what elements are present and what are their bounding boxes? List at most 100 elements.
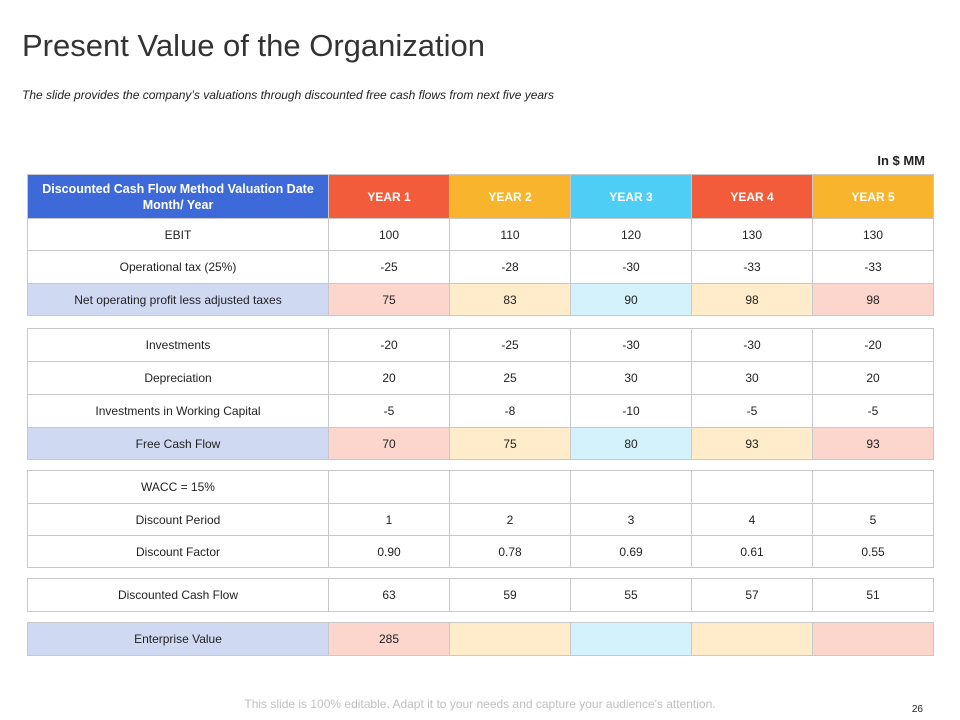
table-row-ebit: EBIT 100 110 120 130 130 xyxy=(27,218,934,251)
cell-year-5: -33 xyxy=(812,250,934,284)
table-row-working-capital: Investments in Working Capital -5 -8 -10… xyxy=(27,394,934,428)
cell-year-3 xyxy=(570,622,692,656)
cell-year-2: 110 xyxy=(449,218,571,251)
cell-year-5 xyxy=(812,470,934,504)
cell-year-3: 0.69 xyxy=(570,535,692,568)
cell-year-2: 75 xyxy=(449,427,571,460)
cell-year-5: -20 xyxy=(812,328,934,362)
cell-year-1: 0.90 xyxy=(328,535,450,568)
table-row-discount-period: Discount Period 1 2 3 4 5 xyxy=(27,503,934,536)
cell-year-4: -30 xyxy=(691,328,813,362)
cell-year-5: 20 xyxy=(812,361,934,395)
cell-year-3: 55 xyxy=(570,578,692,612)
header-year-3: YEAR 3 xyxy=(570,174,692,219)
row-label: Enterprise Value xyxy=(27,622,329,656)
cell-year-3: -30 xyxy=(570,250,692,284)
table-row-enterprise-value: Enterprise Value 285 xyxy=(27,622,934,656)
cell-year-3: -30 xyxy=(570,328,692,362)
cell-year-2: 2 xyxy=(449,503,571,536)
page-number: 26 xyxy=(911,704,923,715)
cell-year-2: 25 xyxy=(449,361,571,395)
row-label: Net operating profit less adjusted taxes xyxy=(27,283,329,316)
footer-note: This slide is 100% editable. Adapt it to… xyxy=(244,697,716,711)
row-label: Discount Factor xyxy=(27,535,329,568)
table-row-discounted-cash-flow: Discounted Cash Flow 63 59 55 57 51 xyxy=(27,578,934,612)
cell-year-2: 83 xyxy=(449,283,571,316)
header-label: Discounted Cash Flow Method Valuation Da… xyxy=(27,174,329,219)
cell-year-4: 93 xyxy=(691,427,813,460)
cell-year-1: 100 xyxy=(328,218,450,251)
cell-year-1 xyxy=(328,470,450,504)
slide-title: Present Value of the Organization xyxy=(22,28,485,63)
cell-year-2 xyxy=(449,622,571,656)
cell-year-4 xyxy=(691,470,813,504)
dcf-table-discount: WACC = 15% Discount Period 1 2 3 4 5 Dis… xyxy=(27,470,934,568)
dcf-table-enterprise-value: Enterprise Value 285 xyxy=(27,622,934,656)
cell-year-5: 51 xyxy=(812,578,934,612)
cell-year-4 xyxy=(691,622,813,656)
row-label: Investments in Working Capital xyxy=(27,394,329,428)
cell-year-4: 0.61 xyxy=(691,535,813,568)
cell-year-1: -5 xyxy=(328,394,450,428)
table-row-discount-factor: Discount Factor 0.90 0.78 0.69 0.61 0.55 xyxy=(27,535,934,568)
cell-year-2: -25 xyxy=(449,328,571,362)
cell-year-5 xyxy=(812,622,934,656)
cell-year-1: -25 xyxy=(328,250,450,284)
row-label: Depreciation xyxy=(27,361,329,395)
cell-year-5: 0.55 xyxy=(812,535,934,568)
cell-year-5: 5 xyxy=(812,503,934,536)
cell-year-5: -5 xyxy=(812,394,934,428)
cell-year-3: 90 xyxy=(570,283,692,316)
cell-year-5: 93 xyxy=(812,427,934,460)
cell-year-1: 75 xyxy=(328,283,450,316)
cell-year-4: 30 xyxy=(691,361,813,395)
header-year-5: YEAR 5 xyxy=(812,174,934,219)
cell-year-3: 120 xyxy=(570,218,692,251)
header-year-1: YEAR 1 xyxy=(328,174,450,219)
cell-year-1: -20 xyxy=(328,328,450,362)
cell-year-2 xyxy=(449,470,571,504)
table-row-depreciation: Depreciation 20 25 30 30 20 xyxy=(27,361,934,395)
header-year-4: YEAR 4 xyxy=(691,174,813,219)
row-label: Operational tax (25%) xyxy=(27,250,329,284)
table-row-nopat: Net operating profit less adjusted taxes… xyxy=(27,283,934,316)
unit-label: In $ MM xyxy=(877,153,925,168)
row-label: EBIT xyxy=(27,218,329,251)
cell-year-4: -5 xyxy=(691,394,813,428)
row-label: Free Cash Flow xyxy=(27,427,329,460)
cell-year-1: 70 xyxy=(328,427,450,460)
cell-year-1: 285 xyxy=(328,622,450,656)
cell-year-1: 63 xyxy=(328,578,450,612)
dcf-table-discounted-cash-flow: Discounted Cash Flow 63 59 55 57 51 xyxy=(27,578,934,612)
row-label: Discount Period xyxy=(27,503,329,536)
cell-year-1: 20 xyxy=(328,361,450,395)
header-year-2: YEAR 2 xyxy=(449,174,571,219)
table-header-row: Discounted Cash Flow Method Valuation Da… xyxy=(27,174,934,219)
cell-year-3: -10 xyxy=(570,394,692,428)
cell-year-2: -28 xyxy=(449,250,571,284)
table-row-wacc: WACC = 15% xyxy=(27,470,934,504)
table-row-operational-tax: Operational tax (25%) -25 -28 -30 -33 -3… xyxy=(27,250,934,284)
cell-year-4: 57 xyxy=(691,578,813,612)
table-row-free-cash-flow: Free Cash Flow 70 75 80 93 93 xyxy=(27,427,934,460)
row-label: Discounted Cash Flow xyxy=(27,578,329,612)
cell-year-4: 98 xyxy=(691,283,813,316)
cell-year-2: 59 xyxy=(449,578,571,612)
cell-year-5: 98 xyxy=(812,283,934,316)
cell-year-3: 3 xyxy=(570,503,692,536)
cell-year-4: 4 xyxy=(691,503,813,536)
dcf-table-main: Discounted Cash Flow Method Valuation Da… xyxy=(27,174,934,316)
slide-subtitle: The slide provides the company’s valuati… xyxy=(22,88,555,102)
dcf-table-cash-flow: Investments -20 -25 -30 -30 -20 Deprecia… xyxy=(27,328,934,460)
cell-year-4: -33 xyxy=(691,250,813,284)
cell-year-3: 30 xyxy=(570,361,692,395)
row-label: WACC = 15% xyxy=(27,470,329,504)
table-row-investments: Investments -20 -25 -30 -30 -20 xyxy=(27,328,934,362)
cell-year-5: 130 xyxy=(812,218,934,251)
cell-year-2: -8 xyxy=(449,394,571,428)
row-label: Investments xyxy=(27,328,329,362)
cell-year-4: 130 xyxy=(691,218,813,251)
cell-year-1: 1 xyxy=(328,503,450,536)
cell-year-2: 0.78 xyxy=(449,535,571,568)
cell-year-3: 80 xyxy=(570,427,692,460)
